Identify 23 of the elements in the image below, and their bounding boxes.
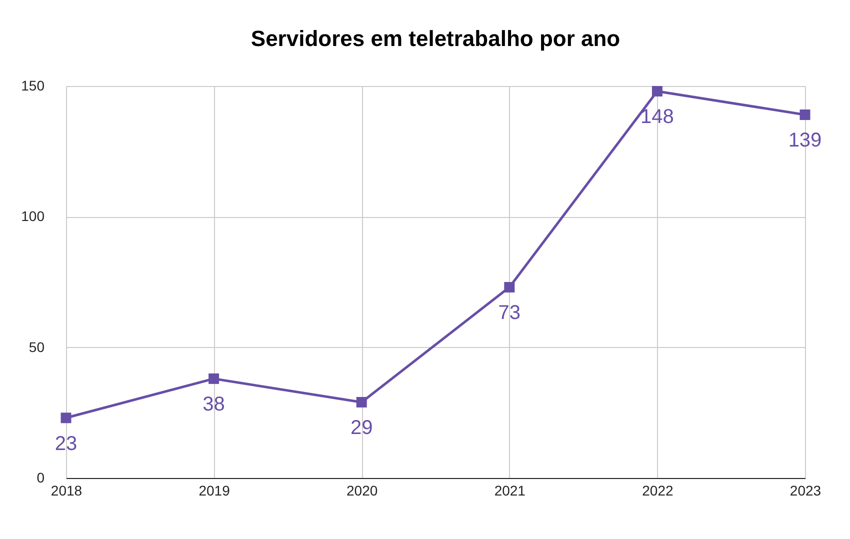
y-tick-label: 0 [36,470,45,486]
x-tick-label: 2018 [50,482,82,498]
point [60,412,72,424]
data-label: 148 [640,106,674,128]
data-label: 29 [350,417,373,440]
data-label: 73 [498,302,521,324]
data-label: 23 [54,432,78,455]
x-tick-label: 2022 [642,482,674,498]
x-tick-label: 2023 [790,482,822,498]
y-tick-label: 100 [21,208,45,224]
data-label: 139 [788,130,822,152]
x-tick-label: 2019 [198,482,230,498]
x-tick-label: 2020 [346,482,378,498]
point [652,86,662,96]
point [504,282,515,292]
data-label: 38 [202,394,225,416]
y-tick-label: 50 [28,338,45,355]
y-tick-label: 150 [21,78,45,94]
x-tick-label: 2021 [494,482,526,498]
point [356,396,367,408]
chart-title: Servidores em teletrabalho por ano [250,26,620,51]
point [800,110,810,120]
point [208,373,220,384]
